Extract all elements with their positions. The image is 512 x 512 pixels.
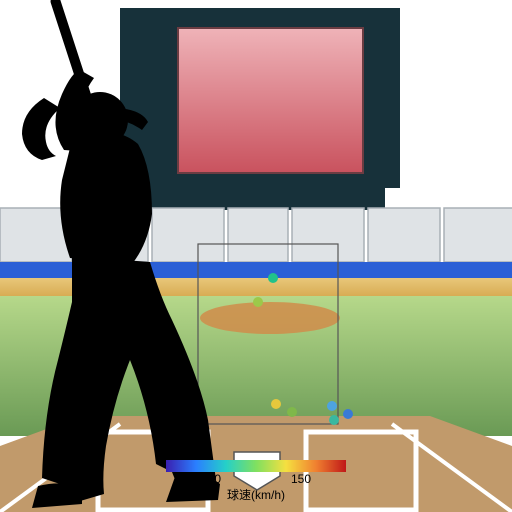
pitch-point xyxy=(287,407,297,417)
pitch-point xyxy=(271,399,281,409)
pitch-points xyxy=(0,0,512,512)
pitch-point xyxy=(268,273,278,283)
legend-colorbar xyxy=(166,460,346,472)
legend-ticks: 100 150 xyxy=(166,472,346,486)
pitch-point xyxy=(327,401,337,411)
speed-legend: 100 150 球速(km/h) xyxy=(166,460,346,503)
legend-tick: 150 xyxy=(291,472,311,486)
pitch-point xyxy=(329,415,339,425)
pitch-point xyxy=(343,409,353,419)
legend-tick: 100 xyxy=(201,472,221,486)
legend-axis-label: 球速(km/h) xyxy=(166,486,346,503)
pitch-point xyxy=(253,297,263,307)
